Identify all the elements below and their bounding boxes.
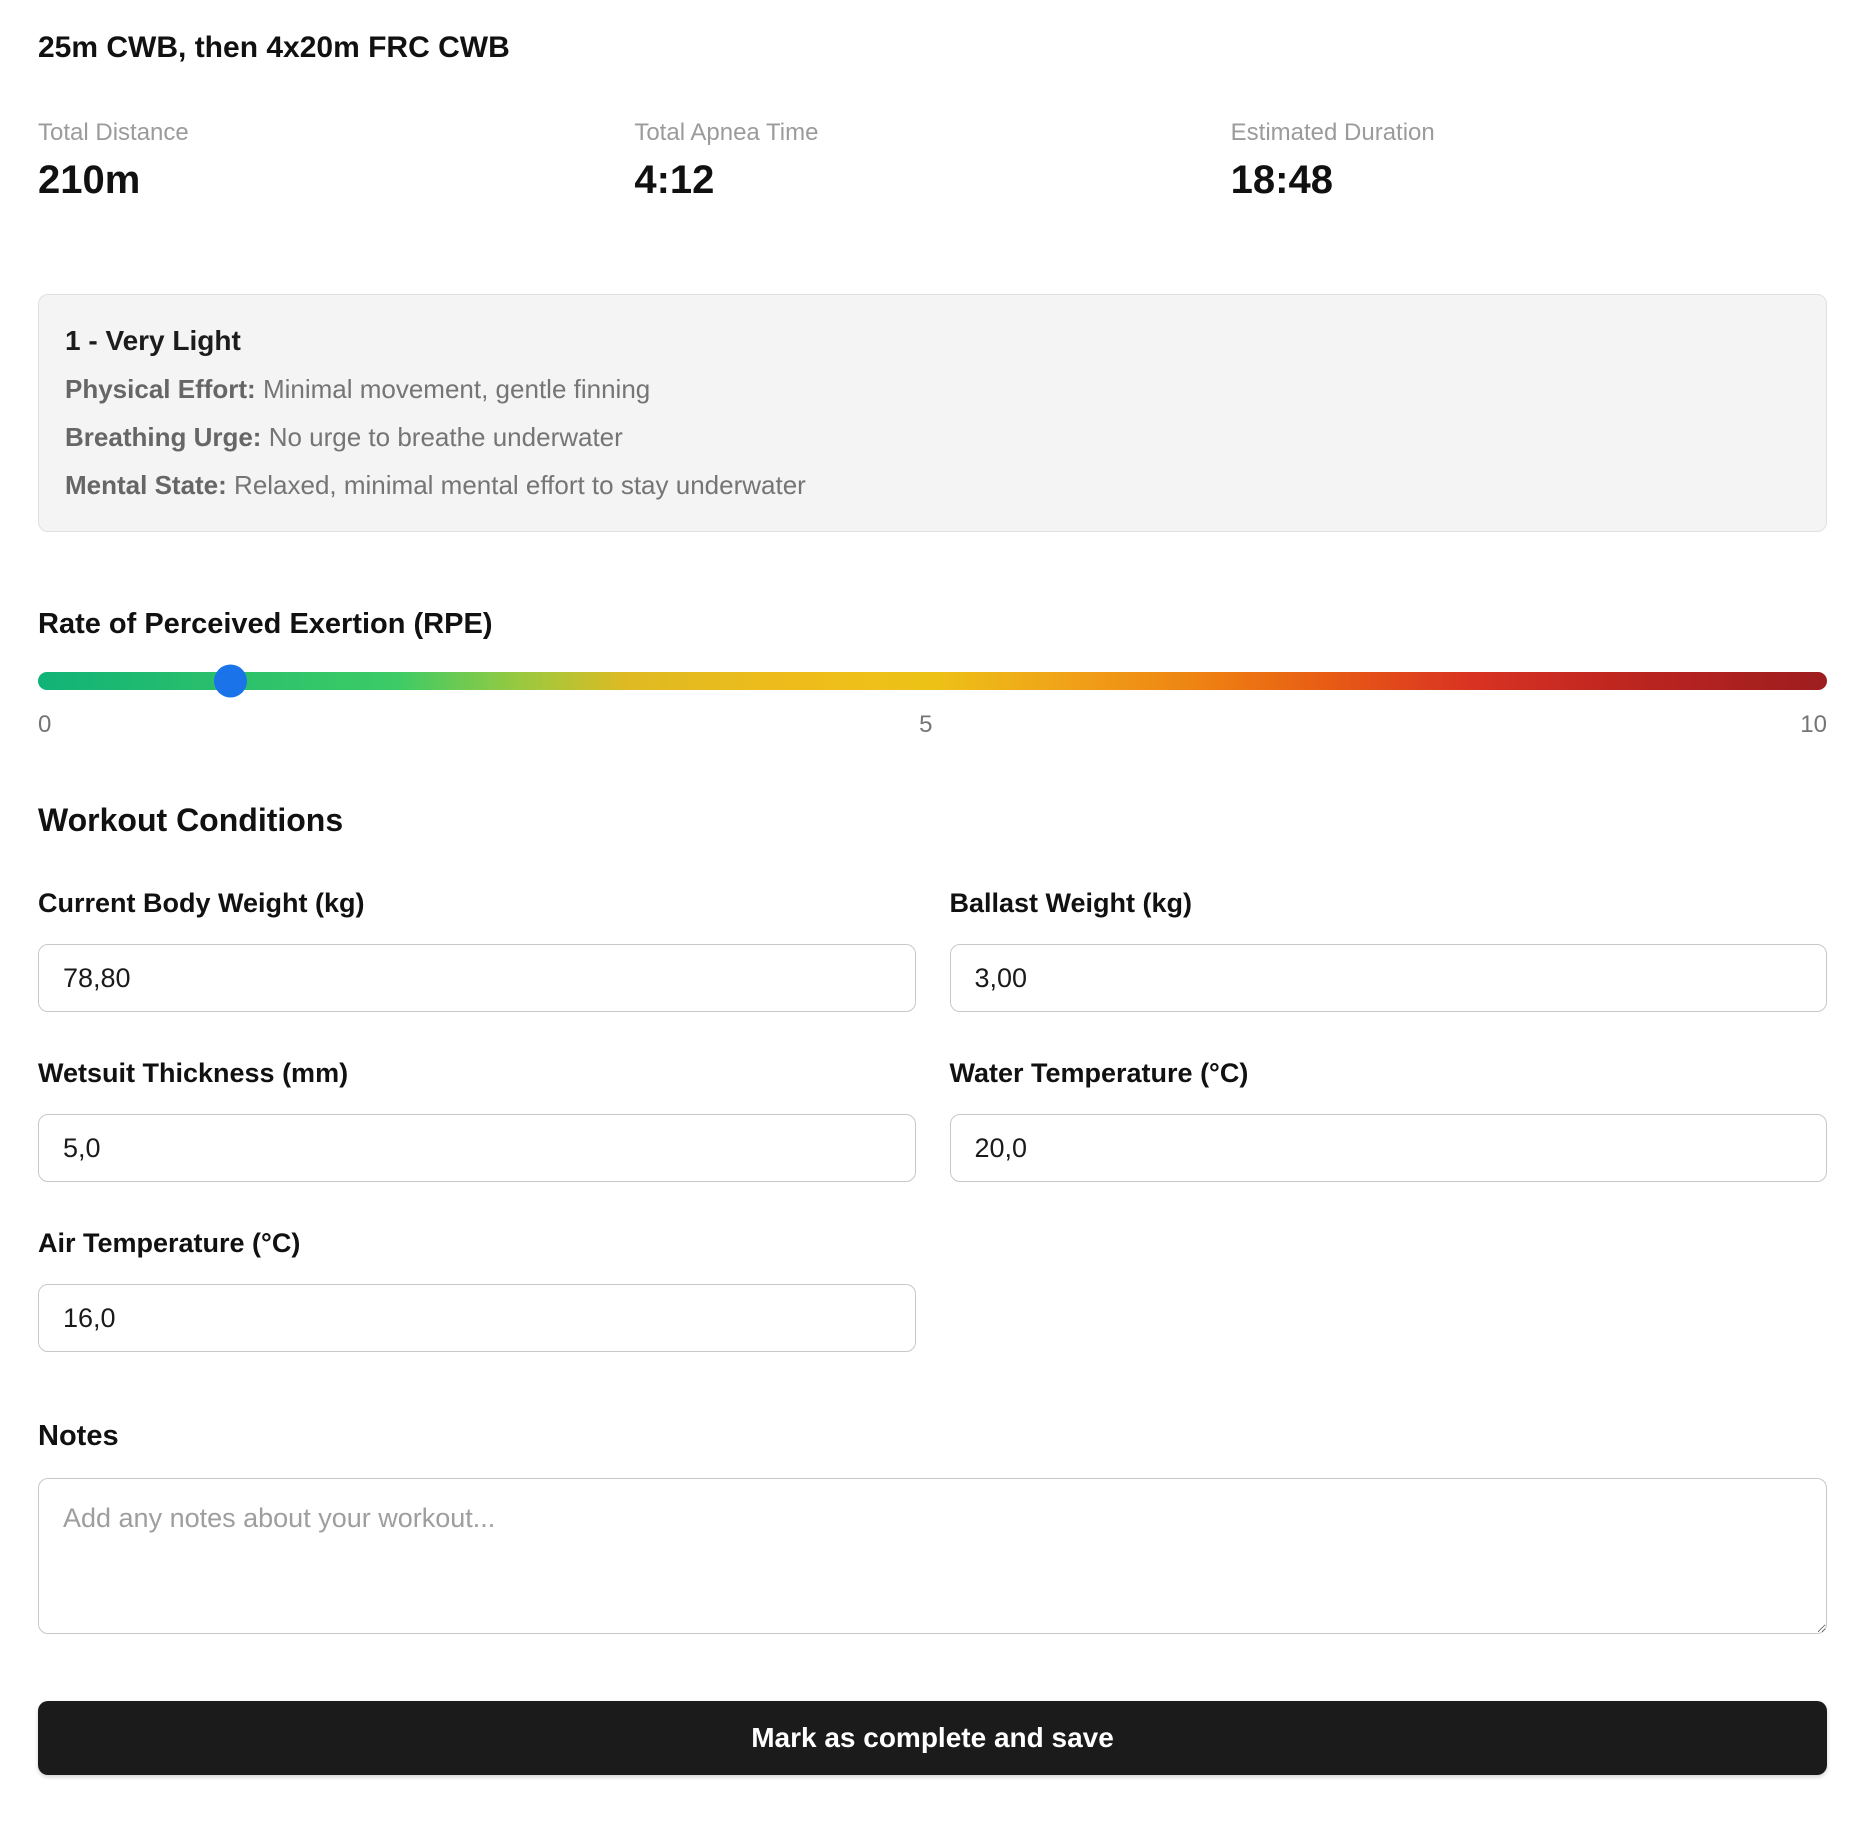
stat-value: 210m bbox=[38, 158, 141, 202]
notes-heading: Notes bbox=[38, 1420, 119, 1452]
detail-key: Physical Effort: bbox=[65, 374, 256, 404]
detail-text: Minimal movement, gentle finning bbox=[255, 374, 651, 404]
workout-conditions-heading: Workout Conditions bbox=[38, 802, 344, 838]
field-air-temperature: Air Temperature (°C) bbox=[38, 1226, 916, 1352]
field-ballast-weight: Ballast Weight (kg) bbox=[949, 886, 1827, 1012]
rpe-slider-ticks: 0 5 10 bbox=[38, 710, 1827, 740]
workout-log-page: 25m CWB, then 4x20m FRC CWB Total Distan… bbox=[38, 31, 1827, 1775]
stat-estimated-duration: Estimated Duration 18:48 bbox=[1231, 118, 1827, 204]
field-label: Ballast Weight (kg) bbox=[949, 888, 1193, 918]
rpe-level-title: 1 - Very Light bbox=[65, 325, 241, 356]
tick-max: 10 bbox=[1800, 711, 1827, 738]
conditions-form: Current Body Weight (kg) Ballast Weight … bbox=[38, 886, 1827, 1352]
current-body-weight-input[interactable] bbox=[38, 944, 916, 1012]
stat-value: 18:48 bbox=[1230, 158, 1333, 202]
rpe-detail-breathing-urge: Breathing Urge: No urge to breathe under… bbox=[65, 419, 1800, 455]
stat-value: 4:12 bbox=[634, 158, 715, 202]
rpe-slider-thumb[interactable] bbox=[213, 664, 247, 698]
detail-text: Relaxed, minimal mental effort to stay u… bbox=[226, 470, 806, 500]
rpe-slider-track[interactable] bbox=[38, 672, 1827, 690]
ballast-weight-input[interactable] bbox=[949, 944, 1827, 1012]
field-label: Water Temperature (°C) bbox=[949, 1058, 1249, 1088]
stat-total-apnea-time: Total Apnea Time 4:12 bbox=[634, 118, 1230, 204]
rpe-slider[interactable] bbox=[38, 664, 1827, 698]
rpe-detail-mental-state: Mental State: Relaxed, minimal mental ef… bbox=[65, 467, 1800, 503]
tick-mid: 5 bbox=[919, 711, 933, 738]
wetsuit-thickness-input[interactable] bbox=[38, 1114, 916, 1182]
field-wetsuit-thickness: Wetsuit Thickness (mm) bbox=[38, 1056, 916, 1182]
rpe-slider-label: Rate of Perceived Exertion (RPE) bbox=[38, 608, 493, 640]
stats-row: Total Distance 210m Total Apnea Time 4:1… bbox=[38, 118, 1827, 204]
stat-label: Total Distance bbox=[38, 119, 189, 146]
field-label: Wetsuit Thickness (mm) bbox=[38, 1058, 349, 1088]
tick-min: 0 bbox=[38, 711, 52, 738]
air-temperature-input[interactable] bbox=[38, 1284, 916, 1352]
stat-label: Estimated Duration bbox=[1230, 119, 1435, 146]
detail-key: Breathing Urge: bbox=[65, 422, 262, 452]
stat-label: Total Apnea Time bbox=[634, 119, 819, 146]
mark-complete-save-button[interactable]: Mark as complete and save bbox=[38, 1701, 1827, 1775]
detail-key: Mental State: bbox=[65, 470, 227, 500]
workout-title: 25m CWB, then 4x20m FRC CWB bbox=[38, 31, 510, 64]
rpe-description-box: 1 - Very Light Physical Effort: Minimal … bbox=[38, 294, 1827, 532]
field-label: Air Temperature (°C) bbox=[38, 1228, 301, 1258]
stat-total-distance: Total Distance 210m bbox=[38, 118, 634, 204]
notes-textarea[interactable] bbox=[38, 1478, 1827, 1634]
detail-text: No urge to breathe underwater bbox=[261, 422, 623, 452]
rpe-detail-physical-effort: Physical Effort: Minimal movement, gentl… bbox=[65, 371, 1800, 407]
field-current-body-weight: Current Body Weight (kg) bbox=[38, 886, 916, 1012]
field-water-temperature: Water Temperature (°C) bbox=[949, 1056, 1827, 1182]
water-temperature-input[interactable] bbox=[949, 1114, 1827, 1182]
field-label: Current Body Weight (kg) bbox=[38, 888, 365, 918]
